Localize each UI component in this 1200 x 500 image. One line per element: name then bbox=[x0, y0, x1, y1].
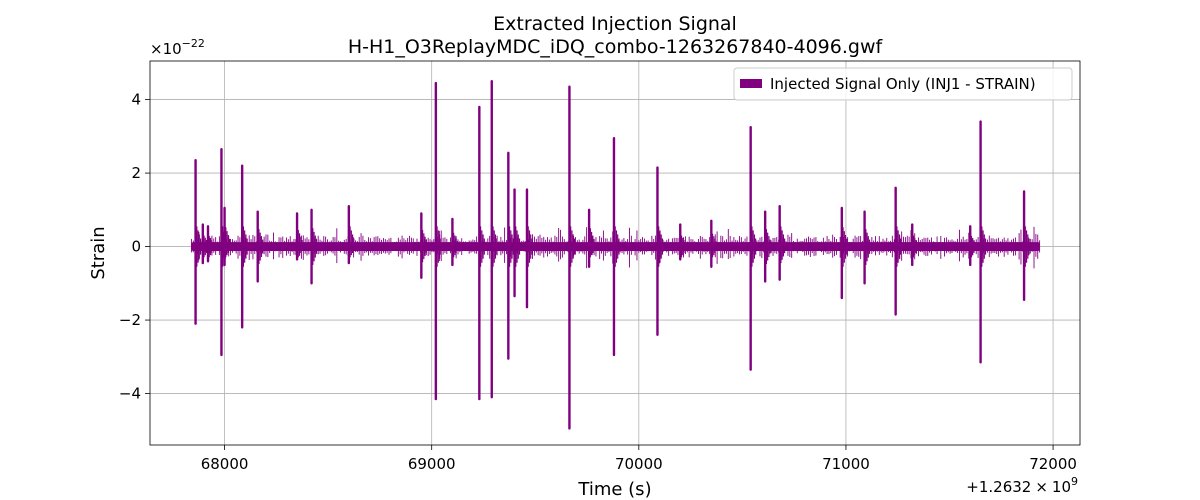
y-scale-base: ×10 bbox=[150, 40, 182, 58]
x-tick-label: 72000 bbox=[1029, 455, 1077, 473]
plot-frame bbox=[149, 60, 1081, 446]
chart-title: Extracted Injection Signal bbox=[493, 13, 737, 35]
x-offset-times: × bbox=[1035, 478, 1048, 496]
legend-swatch bbox=[740, 79, 762, 88]
x-offset-value: +1.2632 bbox=[966, 478, 1031, 496]
legend-box bbox=[733, 67, 1073, 101]
y-tick-label: 2 bbox=[131, 164, 141, 182]
x-offset-label: +1.2632 × 109 bbox=[966, 475, 1078, 496]
y-scale-exponent: −22 bbox=[182, 37, 205, 50]
y-tick-label: −2 bbox=[119, 311, 141, 329]
x-tick-label: 69000 bbox=[408, 455, 456, 473]
axis-ticks: 68000 69000 70000 71000 72000 −4 −2 0 2 4 bbox=[119, 91, 1077, 473]
y-tick-label: −4 bbox=[119, 385, 141, 403]
x-tick-label: 71000 bbox=[822, 455, 870, 473]
x-tick-label: 70000 bbox=[615, 455, 663, 473]
y-scale-label: ×10−22 bbox=[150, 37, 205, 58]
x-offset-base: 10 bbox=[1052, 478, 1071, 496]
y-axis-label: Strain bbox=[88, 226, 109, 279]
series-injected-signal bbox=[190, 80, 1041, 430]
legend: Injected Signal Only (INJ1 - STRAIN) bbox=[733, 67, 1073, 101]
legend-label: Injected Signal Only (INJ1 - STRAIN) bbox=[770, 75, 1036, 93]
y-tick-label: 4 bbox=[131, 91, 141, 109]
y-tick-label: 0 bbox=[131, 238, 141, 256]
x-offset-exponent: 9 bbox=[1071, 475, 1078, 488]
x-tick-label: 68000 bbox=[201, 455, 249, 473]
x-axis-label: Time (s) bbox=[577, 479, 651, 500]
chart-subtitle: H-H1_O3ReplayMDC_iDQ_combo-1263267840-40… bbox=[348, 36, 884, 58]
